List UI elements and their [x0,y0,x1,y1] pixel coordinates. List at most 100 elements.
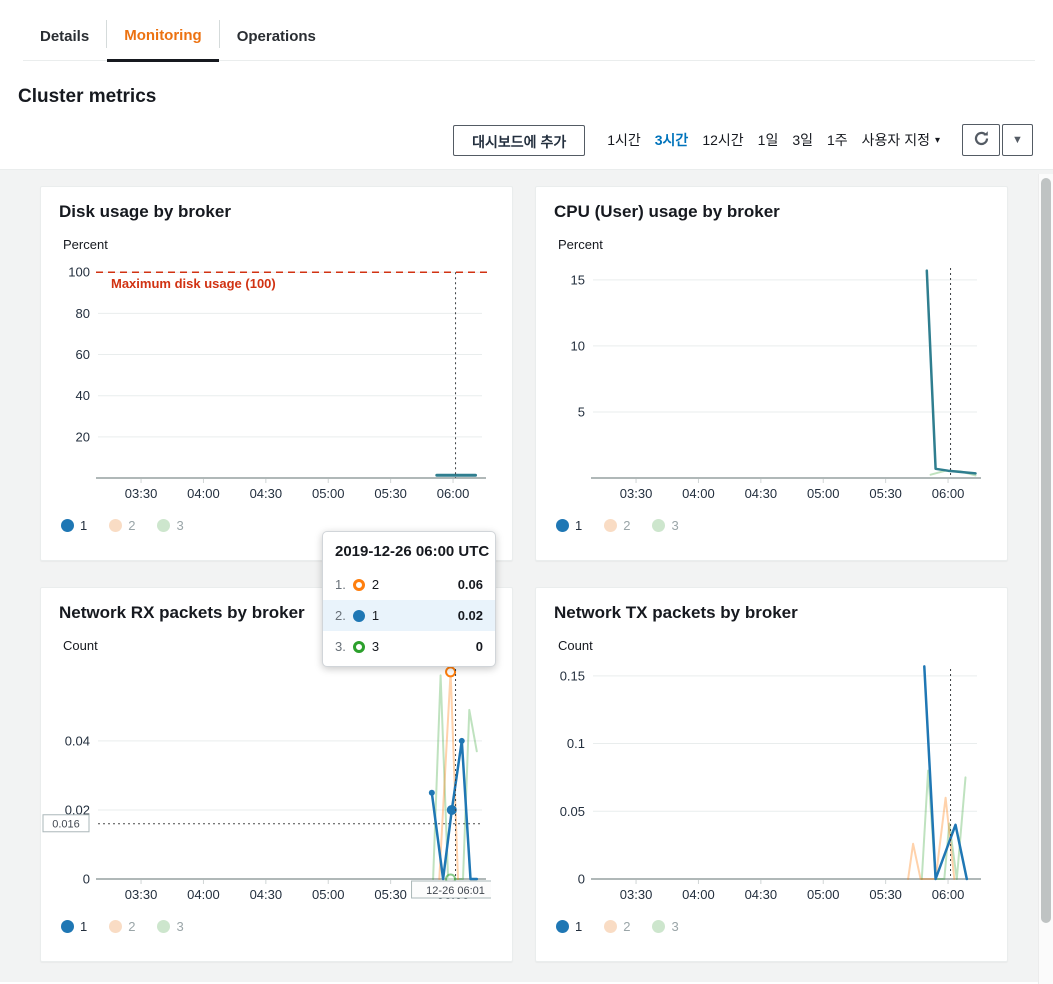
scrollbar-thumb[interactable] [1041,178,1051,923]
add-to-dashboard-button[interactable]: 대시보드에 추가 [453,124,586,156]
x-tick-label: 03:30 [620,486,653,501]
tooltip-row: 1. 2 0.06 [335,577,483,592]
y-tick-label: 0 [578,872,585,887]
legend-dot-icon [556,519,569,532]
x-tick-label: 03:30 [620,887,653,902]
cursor-time-label: 12-26 06:01 [426,885,485,897]
x-tick-label: 04:30 [250,887,283,902]
x-tick-label: 05:00 [807,887,840,902]
series-marker [428,789,435,796]
chart-title: Network TX packets by broker [554,603,798,622]
legend-item-broker-1[interactable]: 1 [556,919,582,934]
disk-usage-chart[interactable]: 20 40 60 80 100 03:30 04:00 04:30 05:00 05:30 06:0… [41,254,491,506]
time-range-option[interactable]: 3일 [792,132,813,148]
section-divider [0,169,1053,170]
series-line-broker-3 [920,769,967,880]
legend-dot-icon [61,519,74,532]
x-tick-label: 04:30 [250,486,283,501]
time-range-option[interactable]: 1주 [827,132,848,148]
legend-item-broker-2[interactable]: 2 [109,919,135,934]
legend-dot-icon [61,920,74,933]
x-tick-label: 04:00 [187,887,220,902]
legend-item-broker-3[interactable]: 3 [652,919,679,934]
y-tick-label: 20 [76,429,90,444]
legend-dot-icon [109,519,123,532]
series-line-broker-2 [907,796,956,880]
chart-unit-label: Percent [63,237,108,252]
chart-legend: 1 2 3 [556,919,1007,934]
legend-item-broker-1[interactable]: 1 [556,518,582,533]
x-tick-label: 06:00 [932,486,965,501]
legend-dot-icon [604,920,618,933]
time-range-custom[interactable]: 사용자 지정 ▾ [861,132,940,148]
time-range-option[interactable]: 1시간 [607,132,641,148]
caret-down-icon: ▼ [1012,134,1023,146]
network-tx-chart[interactable]: 0 0.05 0.1 0.15 03:30 04:00 04:30 05:00 05:30 06:… [536,655,986,907]
hover-value-label: 0.016 [52,818,80,830]
y-tick-label: 15 [571,272,585,287]
tooltip-row: 2. 1 0.02 [323,600,495,631]
legend-item-broker-1[interactable]: 1 [61,919,87,934]
time-range-option[interactable]: 3시간 [654,132,689,148]
x-tick-label: 05:30 [869,486,902,501]
tab-bar: Details Monitoring Operations [23,14,1035,62]
time-range-option[interactable]: 12시간 [702,132,744,148]
legend-item-broker-2[interactable]: 2 [109,518,135,533]
refresh-button[interactable] [962,124,1000,156]
chart-unit-label: Count [63,638,98,653]
tooltip-timestamp: 2019-12-26 06:00 UTC [335,543,490,560]
chart-legend: 1 2 3 [556,518,1007,533]
y-tick-label: 40 [76,388,90,403]
legend-item-broker-3[interactable]: 3 [157,518,184,533]
legend-dot-icon [652,519,666,532]
cursor-time-box [411,880,491,899]
y-tick-label: 0.05 [560,804,585,819]
x-tick-label: 04:00 [682,486,715,501]
time-range-option[interactable]: 1일 [757,132,779,148]
x-tick-label: 04:00 [187,486,220,501]
chart-hover-tooltip: 2019-12-26 06:00 UTC 1. 2 0.06 2. 1 0.02 3. 3 0 [322,531,496,667]
legend-item-broker-3[interactable]: 3 [652,518,679,533]
chart-legend: 1 2 3 [61,919,512,934]
y-tick-label: 0.04 [65,733,90,748]
y-tick-label: 0.02 [65,802,90,817]
legend-dot-icon [604,519,618,532]
y-tick-label: 100 [68,265,90,280]
legend-item-broker-2[interactable]: 2 [604,518,630,533]
alarm-threshold-label: Maximum disk usage (100) [111,276,276,291]
y-tick-label: 0 [83,872,90,887]
refresh-icon [973,130,990,150]
network-rx-chart[interactable]: 00.020.0403:3004:0004:3005:0005:3006:000… [41,655,491,907]
legend-dot-icon [109,920,123,933]
y-tick-label: 5 [578,404,585,419]
tab-operations[interactable]: Operations [236,28,316,45]
tab-monitoring[interactable]: Monitoring [107,14,219,62]
x-tick-label: 06:00 [437,486,470,501]
cpu-usage-chart[interactable]: 5 10 15 03:30 04:00 04:30 05:00 05:30 06:00 [536,254,986,506]
series-line-broker-1 [925,269,977,475]
legend-item-broker-2[interactable]: 2 [604,919,630,934]
page-title: Cluster metrics [18,86,157,107]
chart-title: Disk usage by broker [59,202,231,221]
legend-item-broker-1[interactable]: 1 [61,518,87,533]
x-tick-label: 04:30 [745,887,778,902]
chart-title: CPU (User) usage by broker [554,202,780,221]
x-tick-label: 05:00 [312,887,345,902]
x-tick-label: 03:30 [125,887,158,902]
tab-details[interactable]: Details [40,28,90,45]
series-ring-icon [352,578,365,591]
series-line-broker-1 [923,665,969,881]
refresh-options-button[interactable]: ▼ [1002,124,1033,156]
time-range-group: 1시간 3시간 12시간 1일 3일 1주 사용자 지정 ▾ [607,130,940,150]
refresh-group: ▼ [962,124,1033,156]
vertical-scrollbar[interactable] [1038,174,1053,984]
series-marker [445,666,457,678]
chart-title: Network RX packets by broker [59,603,305,622]
metrics-toolbar: 대시보드에 추가 1시간 3시간 12시간 1일 3일 1주 사용자 지정 ▾ ▼ [0,124,1033,156]
legend-item-broker-3[interactable]: 3 [157,919,184,934]
series-dot-icon [352,609,365,622]
series-line-broker-1 [430,739,479,881]
tooltip-row: 3. 3 0 [335,639,483,654]
x-tick-label: 06:00 [932,887,965,902]
